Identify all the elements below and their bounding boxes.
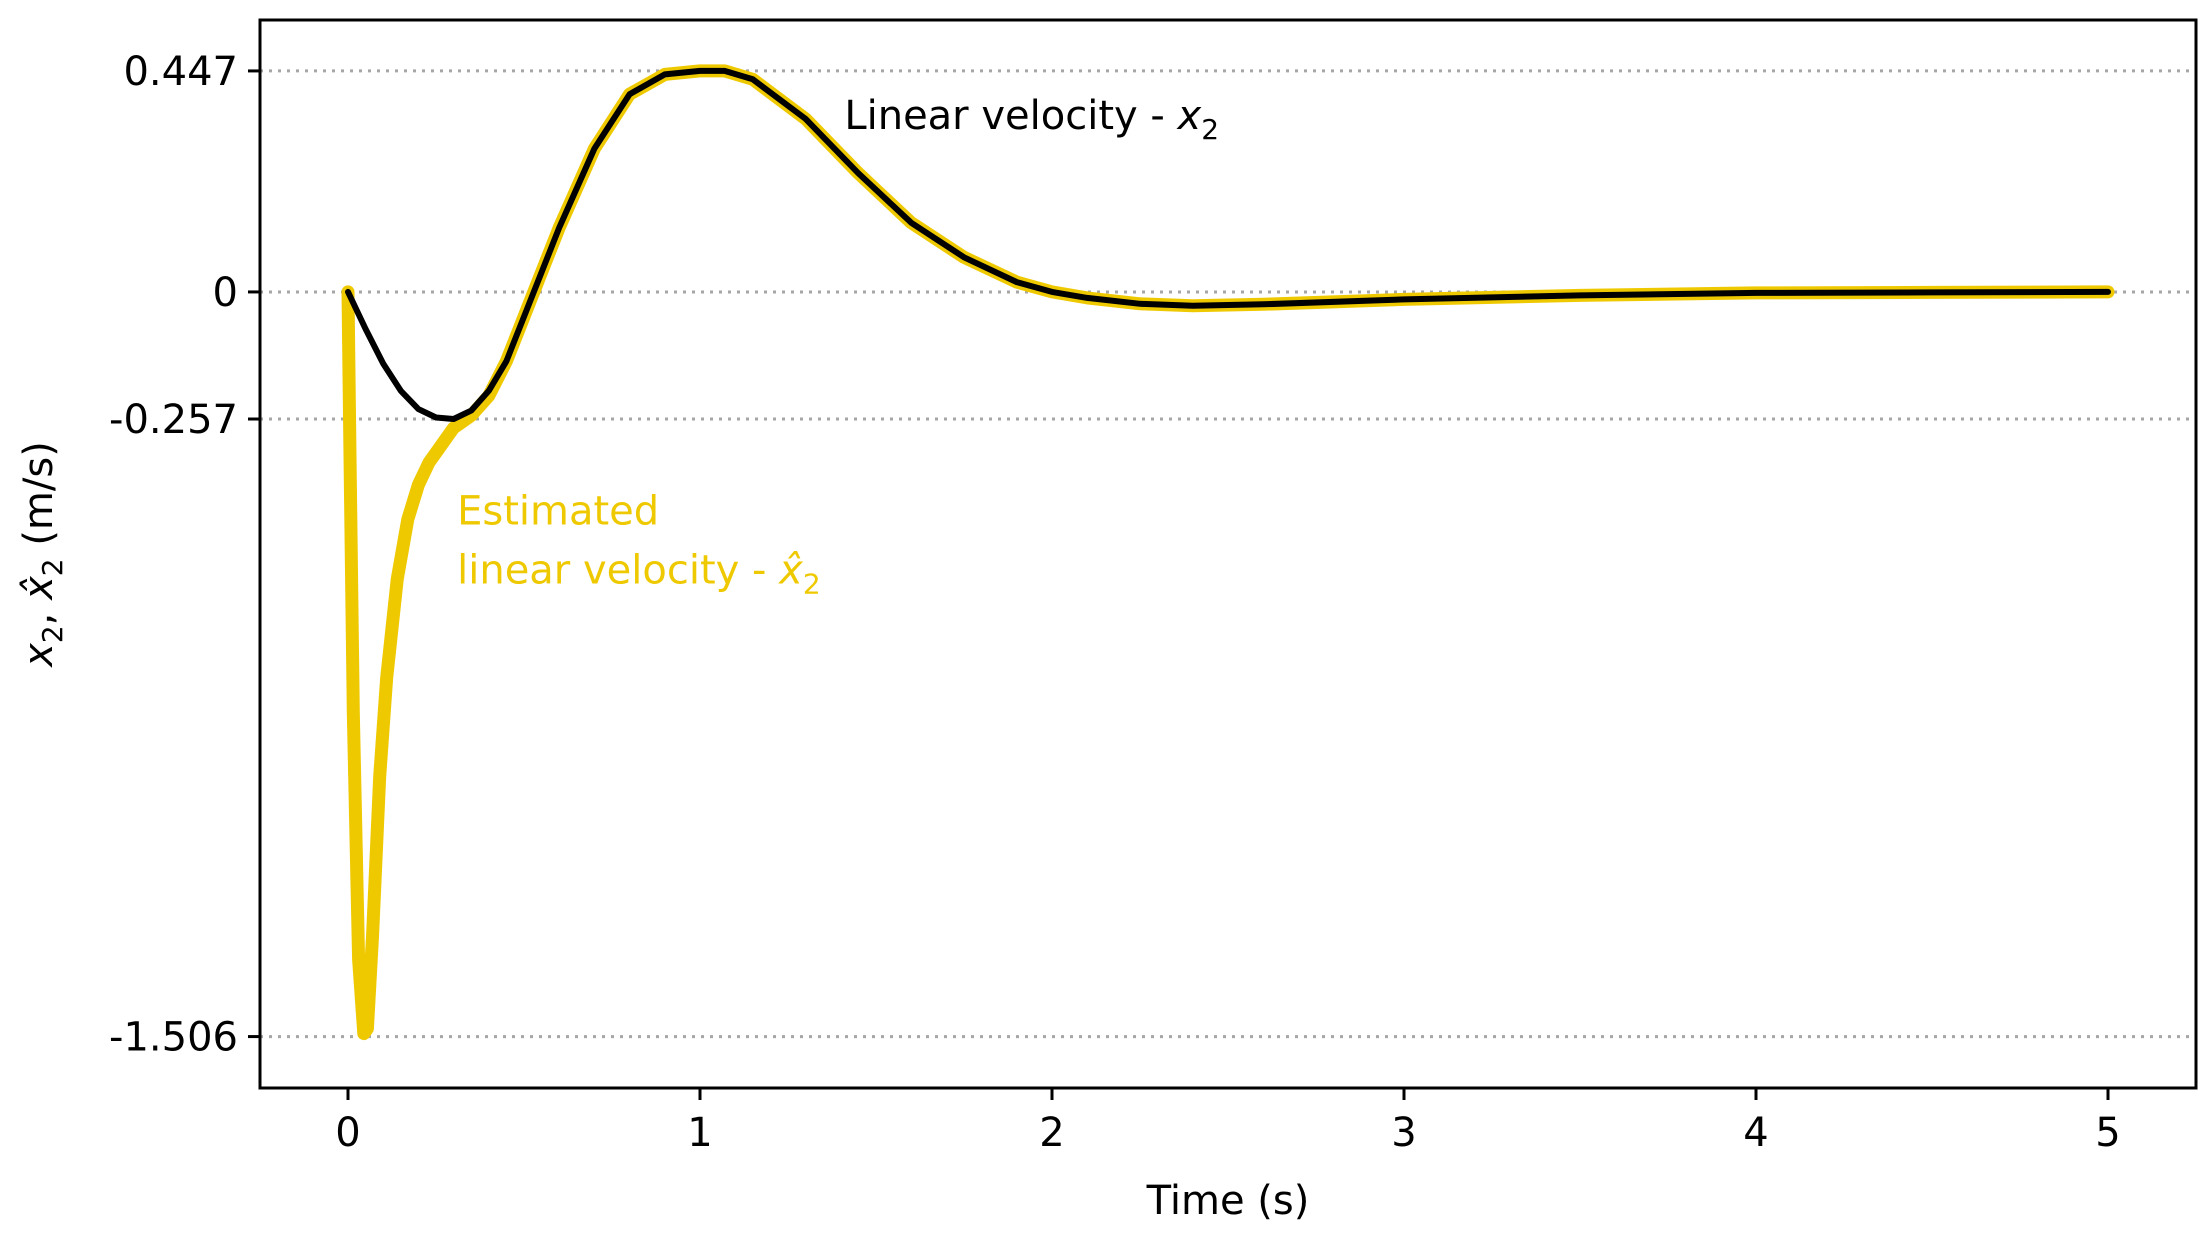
y-tick-label: 0.447: [123, 49, 238, 95]
series-layer: [341, 64, 2115, 1041]
x-axis-ticks: 0 1 2 3 4 5: [335, 1088, 2121, 1156]
annotation-estimated-var: x̂: [777, 548, 803, 594]
annotation-linear-velocity: Linear velocity - x2: [844, 93, 1219, 146]
y-axis-var-x2: x: [16, 643, 62, 669]
y-axis-var-xhat2: x̂: [16, 576, 62, 602]
y-axis-ticks: 0.447 0 -0.257 -1.506: [109, 49, 260, 1061]
y-tick-label: -1.506: [109, 1015, 238, 1061]
annotation-estimated-line2: linear velocity - x̂2: [457, 548, 821, 601]
y-tick-label: -0.257: [109, 397, 238, 443]
annotation-linear-velocity-var: x: [1176, 93, 1202, 139]
x-tick-label: 3: [1391, 1110, 1416, 1156]
y-axis-separator: ,: [16, 600, 62, 625]
plot-frame: [258, 18, 2198, 1090]
annotation-linear-velocity-sub: 2: [1201, 113, 1219, 146]
y-axis-title: x2, x̂2 (m/s): [16, 441, 69, 669]
x-axis-title: Time (s): [1146, 1178, 1310, 1224]
y-axis-var-xhat2-sub: 2: [36, 558, 69, 576]
series-line-linear-velocity: [345, 67, 2111, 422]
y-axis-units: (m/s): [16, 441, 62, 558]
x-tick-label: 1: [687, 1110, 712, 1156]
x-tick-label: 4: [1743, 1110, 1768, 1156]
y-axis-var-x2-sub: 2: [36, 625, 69, 643]
annotation-estimated-line1: Estimated: [457, 488, 659, 534]
annotation-estimated-sub: 2: [803, 568, 821, 601]
x-tick-label: 0: [335, 1110, 360, 1156]
x-tick-label: 5: [2095, 1110, 2120, 1156]
y-tick-label: 0: [213, 270, 238, 316]
x-tick-label: 2: [1039, 1110, 1064, 1156]
annotation-estimated-text: linear velocity -: [457, 548, 779, 594]
annotation-linear-velocity-text: Linear velocity -: [844, 93, 1177, 139]
